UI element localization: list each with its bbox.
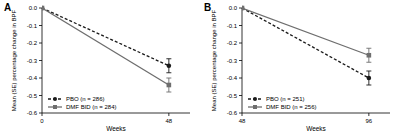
error-cap: [166, 92, 171, 93]
marker: [367, 76, 372, 81]
error-cap: [366, 48, 371, 49]
x-axis-label: Weeks: [306, 125, 326, 132]
y-tick-label: -0.5: [27, 93, 38, 99]
x-axis-label: Weeks: [106, 125, 126, 132]
series-line: [42, 8, 169, 85]
y-tick: [239, 113, 242, 114]
legend: PBO (n = 286) DMF BID (n = 284): [48, 96, 117, 110]
error-cap: [166, 78, 171, 79]
error-bar: [166, 78, 171, 92]
y-tick: [239, 95, 242, 96]
plot-area: [242, 6, 371, 85]
y-axis-label: Mean (SE) percentage change in BPF: [211, 9, 217, 111]
x-tick-label: 48: [239, 118, 246, 124]
legend-label: PBO (n = 251): [266, 96, 305, 102]
y-tick: [39, 78, 42, 79]
x-tick-label: 96: [366, 118, 373, 124]
error-cap: [366, 71, 371, 72]
panel: A0.0-0.1-0.2-0.3-0.4-0.5-0.6048WeeksMean…: [4, 2, 190, 132]
y-tick: [39, 60, 42, 61]
legend-marker: [53, 97, 57, 101]
y-tick-label: 0.0: [29, 5, 38, 11]
x-tick-label: 48: [166, 118, 173, 124]
y-tick-label: -0.2: [27, 40, 38, 46]
legend-label: PBO (n = 286): [66, 96, 105, 102]
y-tick: [39, 25, 42, 26]
plot-area: [42, 6, 171, 92]
marker: [42, 6, 44, 11]
marker: [167, 83, 172, 88]
marker: [242, 6, 244, 11]
x-axis: [42, 113, 190, 114]
series-line: [42, 8, 169, 66]
x-axis: [242, 113, 390, 114]
y-tick: [39, 113, 42, 114]
y-tick: [39, 95, 42, 96]
legend: PBO (n = 251) DMF BID (n = 256): [248, 96, 317, 110]
legend-label: DMF BID (n = 256): [266, 104, 317, 110]
error-bar: [366, 71, 371, 85]
x-tick: [242, 113, 243, 116]
y-tick: [39, 8, 42, 9]
x-tick-label: 0: [40, 118, 44, 124]
y-tick: [239, 8, 242, 9]
y-tick-label: -0.1: [227, 23, 238, 29]
legend-marker: [253, 105, 257, 109]
error-cap: [166, 58, 171, 59]
y-tick: [239, 25, 242, 26]
y-tick: [239, 78, 242, 79]
marker: [367, 53, 372, 58]
y-tick-label: -0.3: [227, 58, 238, 64]
y-axis-label: Mean (SE) percentage change in BPF: [11, 9, 17, 111]
y-tick-label: -0.3: [27, 58, 38, 64]
legend-marker: [53, 105, 57, 109]
y-tick: [239, 60, 242, 61]
panel: B0.0-0.1-0.2-0.3-0.4-0.5-0.64896WeeksMea…: [204, 2, 390, 132]
marker: [242, 6, 244, 11]
series-line: [242, 8, 369, 55]
y-tick-label: -0.6: [227, 110, 238, 116]
y-tick-label: -0.4: [227, 75, 238, 81]
figure: A0.0-0.1-0.2-0.3-0.4-0.5-0.6048WeeksMean…: [0, 0, 400, 135]
y-tick: [39, 43, 42, 44]
x-tick: [368, 113, 369, 116]
y-tick-label: -0.1: [27, 23, 38, 29]
y-tick-label: -0.4: [27, 75, 38, 81]
legend-label: DMF BID (n = 284): [66, 104, 117, 110]
y-tick: [239, 43, 242, 44]
marker: [42, 6, 44, 11]
y-tick-label: -0.6: [27, 110, 38, 116]
error-cap: [366, 85, 371, 86]
y-tick-label: 0.0: [229, 5, 238, 11]
x-tick: [168, 113, 169, 116]
error-bar: [366, 48, 371, 62]
marker: [167, 63, 172, 68]
y-tick-label: -0.2: [227, 40, 238, 46]
error-cap: [366, 62, 371, 63]
error-cap: [166, 72, 171, 73]
y-tick-label: -0.5: [227, 93, 238, 99]
legend-marker: [253, 97, 257, 101]
series-line: [242, 8, 369, 78]
x-tick: [42, 113, 43, 116]
error-bar: [166, 59, 171, 73]
